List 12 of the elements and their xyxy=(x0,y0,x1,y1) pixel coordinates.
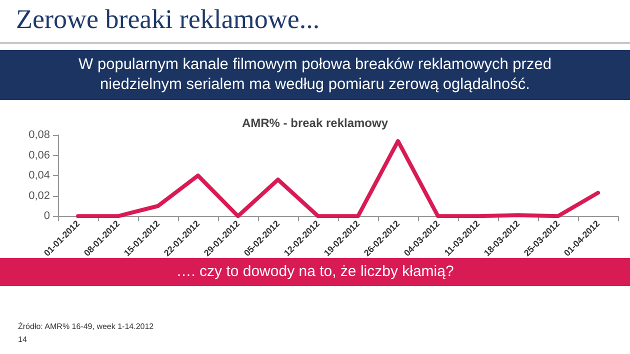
chart-title: AMR% - break reklamowy xyxy=(242,116,388,130)
y-tick-label: 0,02 xyxy=(28,190,50,202)
y-tick-label: 0,04 xyxy=(28,170,50,182)
text: 14 xyxy=(18,335,27,344)
text: Zerowe breaki reklamowe... xyxy=(16,4,320,35)
y-tick-label: 0 xyxy=(44,210,50,222)
line-series xyxy=(76,139,600,218)
chart-subtitle: W popularnym kanale filmowym połowa breaków reklamowych przed niedzielnym serialem ma według pomiaru zerową oglądalność. xyxy=(0,50,630,100)
y-tick-label: 0,08 xyxy=(28,129,50,141)
text: Źródło: AMR% 16-49, week 1-14.2012 xyxy=(18,322,154,331)
y-tick-label: 0,06 xyxy=(28,149,50,162)
text: …. czy to dowody na to, że liczby kłamią? xyxy=(0,258,630,286)
